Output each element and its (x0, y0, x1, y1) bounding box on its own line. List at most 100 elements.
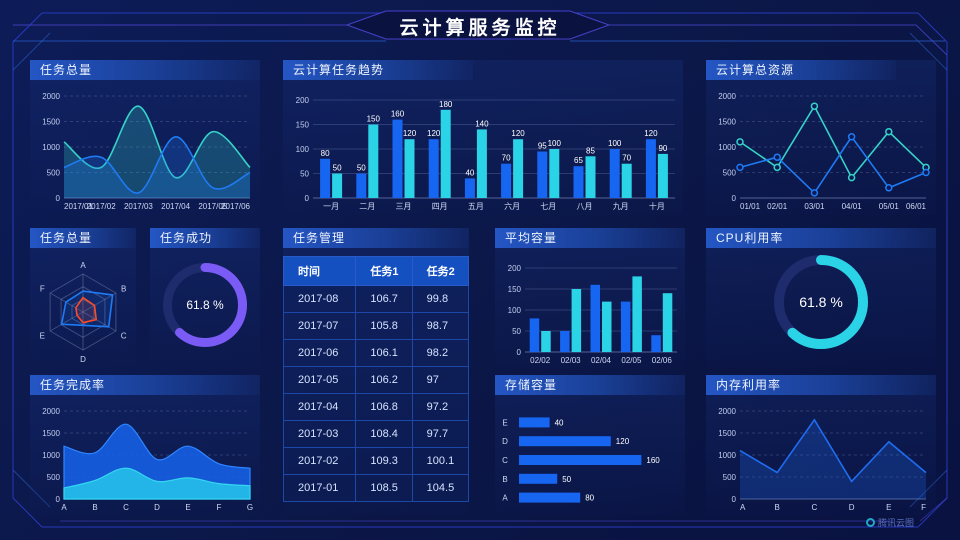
table-cell: 99.8 (411, 285, 470, 313)
table-row: 2017-01 108.5 104.5 (282, 474, 470, 502)
svg-text:50: 50 (512, 327, 521, 336)
table-cell: 2017-03 (282, 420, 357, 448)
svg-text:F: F (40, 285, 45, 294)
brand-icon (865, 518, 875, 527)
svg-text:D: D (849, 503, 855, 512)
panel-title: 云计算任务趋势 (283, 60, 473, 80)
table-cell: 97 (411, 366, 470, 394)
svg-text:B: B (775, 503, 780, 512)
table-cell: 2017-02 (282, 447, 357, 475)
table-row: 2017-08 106.7 99.8 (282, 285, 470, 313)
svg-text:100: 100 (296, 145, 310, 154)
svg-text:B: B (92, 503, 97, 512)
svg-text:02/03: 02/03 (561, 356, 582, 365)
brand-text: 腾讯云图 (877, 518, 914, 528)
svg-text:65: 65 (574, 156, 583, 165)
svg-text:F: F (217, 503, 222, 512)
table-cell: 109.3 (355, 447, 413, 475)
svg-text:2017/06: 2017/06 (221, 202, 250, 211)
svg-text:A: A (61, 503, 67, 512)
svg-text:02/06: 02/06 (652, 356, 673, 365)
panel-task-total: 任务总量 0 500 1000 1500 2000 2017/01 2017/02 2017/… (30, 60, 260, 215)
panel-storage-capacity: 存储容量 E 40 D 120 C 160 B 50 A 80 (495, 375, 685, 515)
svg-text:E: E (886, 503, 891, 512)
svg-text:85: 85 (586, 146, 595, 155)
svg-text:1500: 1500 (718, 118, 736, 127)
svg-text:E: E (185, 503, 190, 512)
svg-text:120: 120 (616, 437, 630, 446)
panel-title: 任务成功 (150, 228, 260, 248)
task-table: 时间 任务1 任务2 2017-08 106.7 99.8 2017-07 105.8 9… (282, 256, 470, 502)
table-row: 2017-06 106.1 98.2 (282, 339, 470, 367)
svg-text:0: 0 (56, 194, 61, 203)
svg-text:2017/04: 2017/04 (161, 202, 190, 211)
table-row: 2017-03 108.4 97.7 (282, 420, 470, 448)
svg-text:十月: 十月 (649, 201, 665, 211)
svg-text:0: 0 (517, 348, 522, 357)
table-cell: 98.2 (411, 339, 470, 367)
panel-title: 内存利用率 (706, 375, 936, 395)
svg-text:2000: 2000 (42, 92, 60, 101)
svg-text:E: E (40, 332, 45, 341)
panel-cloud-task-trend: 云计算任务趋势 0 50 100 150 200 一月 80 50 二月 50 150 三月 160 12… (283, 60, 683, 215)
memory-usage-line-chart: 0 500 1000 1500 2000 A B C D E F (718, 407, 927, 512)
svg-text:95: 95 (538, 142, 547, 151)
table-header-time: 时间 (282, 256, 357, 286)
svg-text:0: 0 (732, 495, 737, 504)
svg-text:80: 80 (321, 149, 330, 158)
svg-text:0: 0 (56, 495, 61, 504)
svg-text:2017/05: 2017/05 (198, 202, 227, 211)
svg-text:2017/01: 2017/01 (64, 202, 93, 211)
table-row: 2017-07 105.8 98.7 (282, 312, 470, 340)
panel-title: 任务总量 (30, 60, 260, 80)
svg-text:2017/03: 2017/03 (124, 202, 153, 211)
panel-title: 任务完成率 (30, 375, 260, 395)
svg-text:八月: 八月 (577, 202, 593, 211)
svg-text:2000: 2000 (718, 92, 736, 101)
svg-text:100: 100 (548, 139, 562, 148)
task-success-donut-chart (163, 263, 247, 347)
task-success-value: 61.8 % (186, 298, 224, 312)
svg-text:C: C (502, 456, 508, 465)
svg-text:01/01: 01/01 (740, 202, 761, 211)
page-title: 云计算服务监控 (399, 18, 561, 39)
svg-text:B: B (502, 475, 507, 484)
task-total-radar-chart: A B C D E F (40, 261, 127, 364)
table-cell: 106.7 (355, 285, 413, 313)
svg-text:C: C (812, 503, 818, 512)
svg-text:120: 120 (644, 129, 658, 138)
svg-text:500: 500 (47, 169, 61, 178)
svg-text:02/04: 02/04 (591, 356, 612, 365)
svg-text:500: 500 (723, 473, 737, 482)
svg-text:90: 90 (658, 144, 667, 153)
svg-text:500: 500 (723, 169, 737, 178)
svg-text:G: G (247, 503, 253, 512)
svg-text:120: 120 (403, 129, 417, 138)
svg-text:100: 100 (608, 139, 622, 148)
svg-text:F: F (921, 503, 926, 512)
svg-text:二月: 二月 (359, 202, 375, 211)
table-cell: 2017-01 (282, 474, 357, 502)
svg-text:三月: 三月 (396, 202, 412, 211)
task-completion-area-chart: 0 500 1000 1500 2000 A B C D E F G (42, 407, 253, 512)
svg-text:1000: 1000 (718, 143, 736, 152)
panel-title: 平均容量 (495, 228, 685, 248)
panel-cloud-total-resource: 云计算总资源 0 500 1000 1500 2000 01/01 02/01 03/01 04… (706, 60, 936, 215)
table-cell: 2017-07 (282, 312, 357, 340)
svg-text:180: 180 (439, 100, 453, 109)
svg-text:70: 70 (622, 154, 631, 163)
brand-logo: 腾讯云图 (865, 516, 914, 529)
table-cell: 2017-05 (282, 366, 357, 394)
svg-text:02/01: 02/01 (767, 202, 788, 211)
table-cell: 98.7 (411, 312, 470, 340)
table-row: 2017-05 106.2 97 (282, 366, 470, 394)
svg-text:03/01: 03/01 (804, 202, 825, 211)
svg-text:200: 200 (508, 264, 522, 273)
svg-text:140: 140 (475, 119, 489, 128)
table-header-task1: 任务1 (355, 256, 413, 286)
svg-text:1000: 1000 (42, 143, 60, 152)
svg-text:C: C (123, 503, 129, 512)
svg-text:02/02: 02/02 (530, 356, 551, 365)
